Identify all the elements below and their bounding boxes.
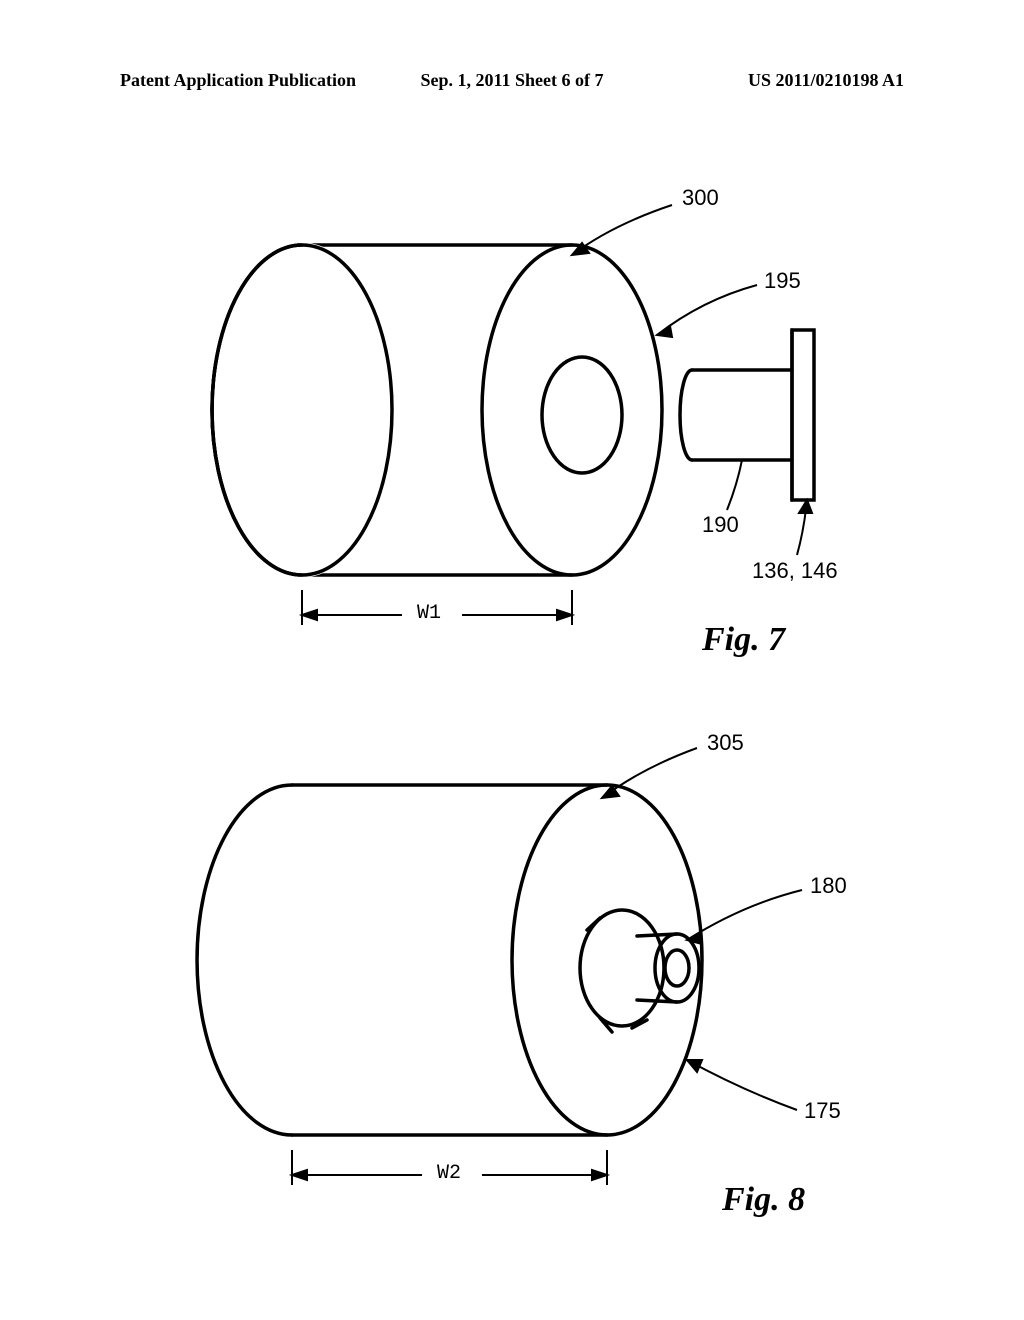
header-center: Sep. 1, 2011 Sheet 6 of 7 bbox=[381, 70, 642, 91]
figure-7-caption: Fig. 7 bbox=[701, 621, 787, 658]
dim-w1: W1 bbox=[417, 602, 441, 625]
ref-136-146: 136, 146 bbox=[752, 558, 838, 583]
dim-w2: W2 bbox=[437, 1162, 461, 1185]
header-right: US 2011/0210198 A1 bbox=[643, 70, 904, 91]
ref-305: 305 bbox=[707, 730, 744, 755]
ref-190: 190 bbox=[702, 512, 739, 537]
ref-180: 180 bbox=[810, 873, 847, 898]
ref-195: 195 bbox=[764, 268, 801, 293]
figure-8-svg: 305 180 175 W2 Fig. 8 bbox=[102, 720, 922, 1240]
page-header: Patent Application Publication Sep. 1, 2… bbox=[0, 70, 1024, 91]
ref-300: 300 bbox=[682, 185, 719, 210]
figure-8: 305 180 175 W2 Fig. 8 bbox=[0, 720, 1024, 1240]
figure-8-caption: Fig. 8 bbox=[721, 1181, 805, 1218]
figure-7-svg: 300 195 190 136, 146 W1 Fig. 7 bbox=[102, 170, 922, 670]
header-left: Patent Application Publication bbox=[120, 70, 381, 91]
ref-175: 175 bbox=[804, 1098, 841, 1123]
figure-7: 300 195 190 136, 146 W1 Fig. 7 bbox=[0, 170, 1024, 670]
